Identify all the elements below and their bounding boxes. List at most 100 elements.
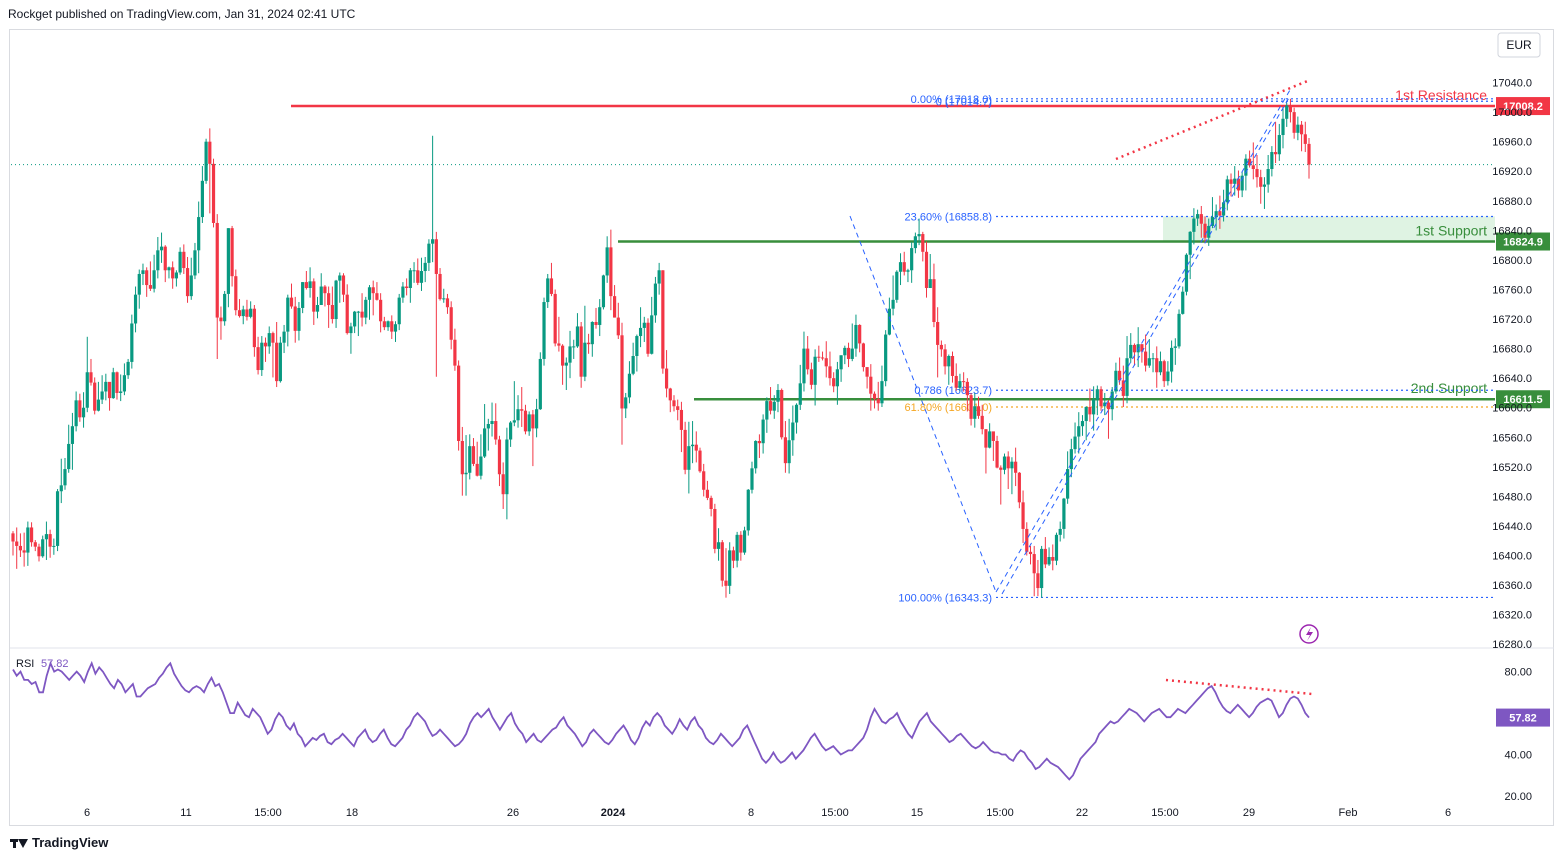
candle-body [939,344,943,350]
candle-body [516,409,520,421]
currency-badge[interactable] [1497,32,1541,58]
candle-body [683,429,687,470]
candle-body [319,286,323,306]
candle-body [832,378,836,387]
candle-body [460,440,464,475]
candle-body [568,346,572,363]
rsi-tick-label: 80.00 [1504,667,1532,679]
chart-frame [9,29,1554,826]
candle-body [1270,152,1274,170]
candle-body [501,474,505,495]
candle-body [197,217,201,251]
candle-body [438,273,442,300]
candle-body [301,282,305,308]
candle-body [542,302,546,359]
candle-body [902,262,906,272]
candle-body [286,297,290,332]
candle-body [41,539,45,557]
candle-body [716,542,721,549]
candle-body [1106,402,1111,410]
tradingview-brand[interactable]: TradingView [10,835,108,850]
fib-trend-line [995,89,1291,593]
candle-body [520,409,524,411]
candle-body [204,141,208,181]
candle-body [260,342,264,371]
candle-body [794,404,799,423]
candle-body [234,276,238,311]
x-tick-label: 11 [180,807,191,819]
candle-body [1233,178,1237,184]
candle-body [594,322,598,325]
candle-body [442,298,446,300]
candle-body [605,247,609,276]
level-label: 1st Resistance [1395,87,1487,103]
candle-body [386,321,390,328]
candle-body [1147,358,1151,366]
candle-body [668,388,672,401]
candle-body [119,391,123,393]
candle-body [304,282,308,289]
candle-body [761,419,765,444]
candle-body [486,423,490,429]
candle-body [1240,175,1244,191]
candle-body [1032,554,1036,574]
candle-body [802,348,806,384]
candle-body [494,421,498,440]
candle-body [1229,179,1233,184]
y-tick-label: 16560.0 [1492,432,1532,444]
candle-body [104,381,108,392]
fib-level-label: 23.60% (16858.8) [905,211,992,223]
candle-body [720,542,724,581]
candle-body [1259,177,1263,187]
candle-body [835,369,839,387]
currency-label: EUR [1506,38,1532,52]
candle-body [1225,179,1229,203]
brand-label: TradingView [32,835,109,850]
level-label: 1st Support [1415,223,1487,239]
candle-body [575,326,580,347]
rsi-value-tag-label: 57.82 [1509,713,1537,725]
candle-body [371,287,375,294]
candle-body [806,348,810,370]
candle-body [962,381,966,383]
candle-body [312,281,316,312]
candle-body [557,343,561,346]
candle-body [884,334,888,382]
candle-body [843,347,847,356]
candle-body [572,346,576,348]
candle-body [1036,573,1040,589]
candle-body [813,356,817,385]
price-tag [1496,390,1550,409]
candle-body [490,421,494,424]
rsi-value-tag [1496,708,1550,727]
rsi-tick-label: 40.00 [1504,750,1532,762]
x-tick-label: 22 [1076,807,1088,819]
candle-body [111,372,115,399]
candle-body [564,362,568,366]
candle-body [471,446,476,464]
candle-body [89,372,93,383]
candle-body [453,339,457,366]
candle-body [776,389,780,402]
candle-body [898,262,903,272]
candle-body [772,401,776,411]
price-tag-label: 16611.5 [1503,394,1542,406]
candle-body [15,541,19,546]
candle-body [249,308,253,317]
publisher-line: Rockget published on TradingView.com, Ja… [8,7,356,21]
candle-body [379,299,383,322]
candle-body [798,383,802,405]
candle-body [178,251,182,273]
candle-body [419,271,424,283]
candle-body [1047,557,1051,565]
candle-body [1118,370,1122,381]
candle-body [55,491,60,546]
candle-body [754,440,758,469]
candle-body [1207,225,1211,238]
candle-body [947,356,951,367]
candle-body [70,426,75,444]
candle-body [809,369,813,385]
candle-body [245,309,249,317]
candle-body [872,393,877,399]
